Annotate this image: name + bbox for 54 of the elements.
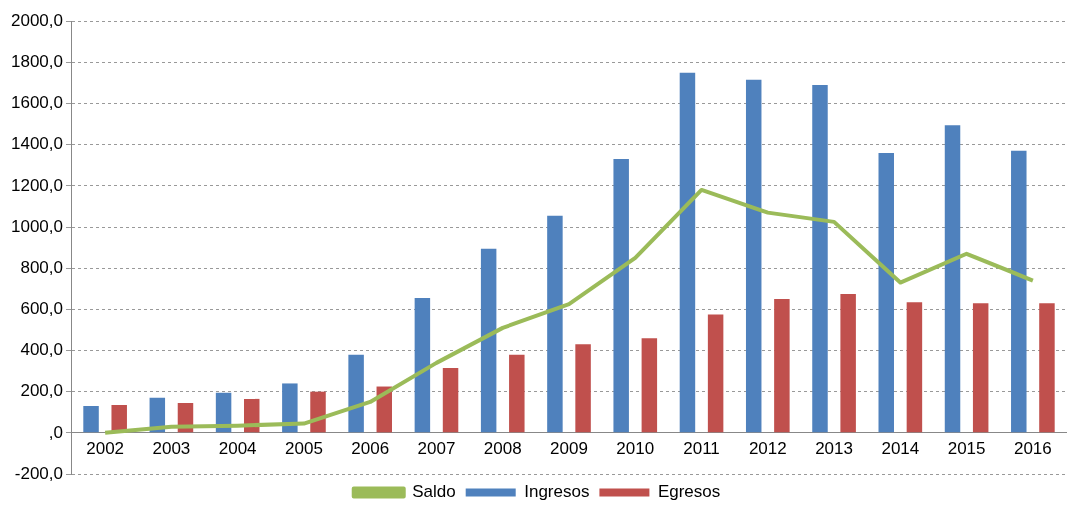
y-tick-label: 1000,0 [11,216,63,236]
bar [972,303,989,433]
legend-label: Egresos [657,482,721,502]
legend-label: Ingresos [524,482,590,502]
bar [111,405,127,433]
x-tick-label: 2009 [550,438,588,458]
x-tick-label: 2003 [152,438,191,458]
y-tick-label: -200,0 [14,463,63,483]
x-tick-label: 2005 [285,438,323,458]
bar [613,159,629,433]
bar [812,85,828,433]
x-tick-label: 2004 [218,438,257,458]
bar [878,152,894,433]
y-tick-label: 200,0 [20,381,63,401]
bar [480,248,497,433]
x-tick-label: 2010 [616,438,655,458]
bar [1039,303,1055,433]
y-tick-label: 1600,0 [11,93,63,113]
x-tick-label: 2002 [86,438,125,458]
y-tick-label: 800,0 [20,257,63,277]
x-tick-label: 2013 [815,438,853,458]
x-tick-label: 2011 [683,438,720,458]
bar [679,72,696,433]
x-tick-label: 2006 [351,438,390,458]
y-tick-label: 1200,0 [11,175,63,195]
bar [575,344,591,433]
bar [348,354,364,433]
x-tick-label: 2016 [1013,438,1052,458]
bar [774,299,790,433]
bar [282,383,298,433]
bar [442,368,459,433]
x-tick-label: 2014 [881,438,920,458]
x-tick-label: 2012 [748,438,787,458]
y-tick-label: 2000,0 [11,10,63,30]
bar [641,338,658,433]
bar [414,298,431,433]
y-tick-label: ,0 [48,422,63,442]
bar [707,314,724,433]
bar [547,215,563,433]
y-tick-label: 600,0 [20,299,63,319]
bar [509,354,525,433]
bar [906,302,923,433]
bar [1011,150,1027,433]
x-tick-label: 2008 [483,438,522,458]
y-tick-label: 1800,0 [11,52,63,72]
y-tick-label: 1400,0 [11,134,63,154]
bar [745,79,762,433]
legend-label: Saldo [412,482,456,502]
bar [840,293,856,433]
y-tick-label: 400,0 [20,340,63,360]
x-tick-label: 2015 [947,438,986,458]
bar [83,406,99,433]
bar [944,125,961,433]
x-tick-label: 2007 [417,438,456,458]
